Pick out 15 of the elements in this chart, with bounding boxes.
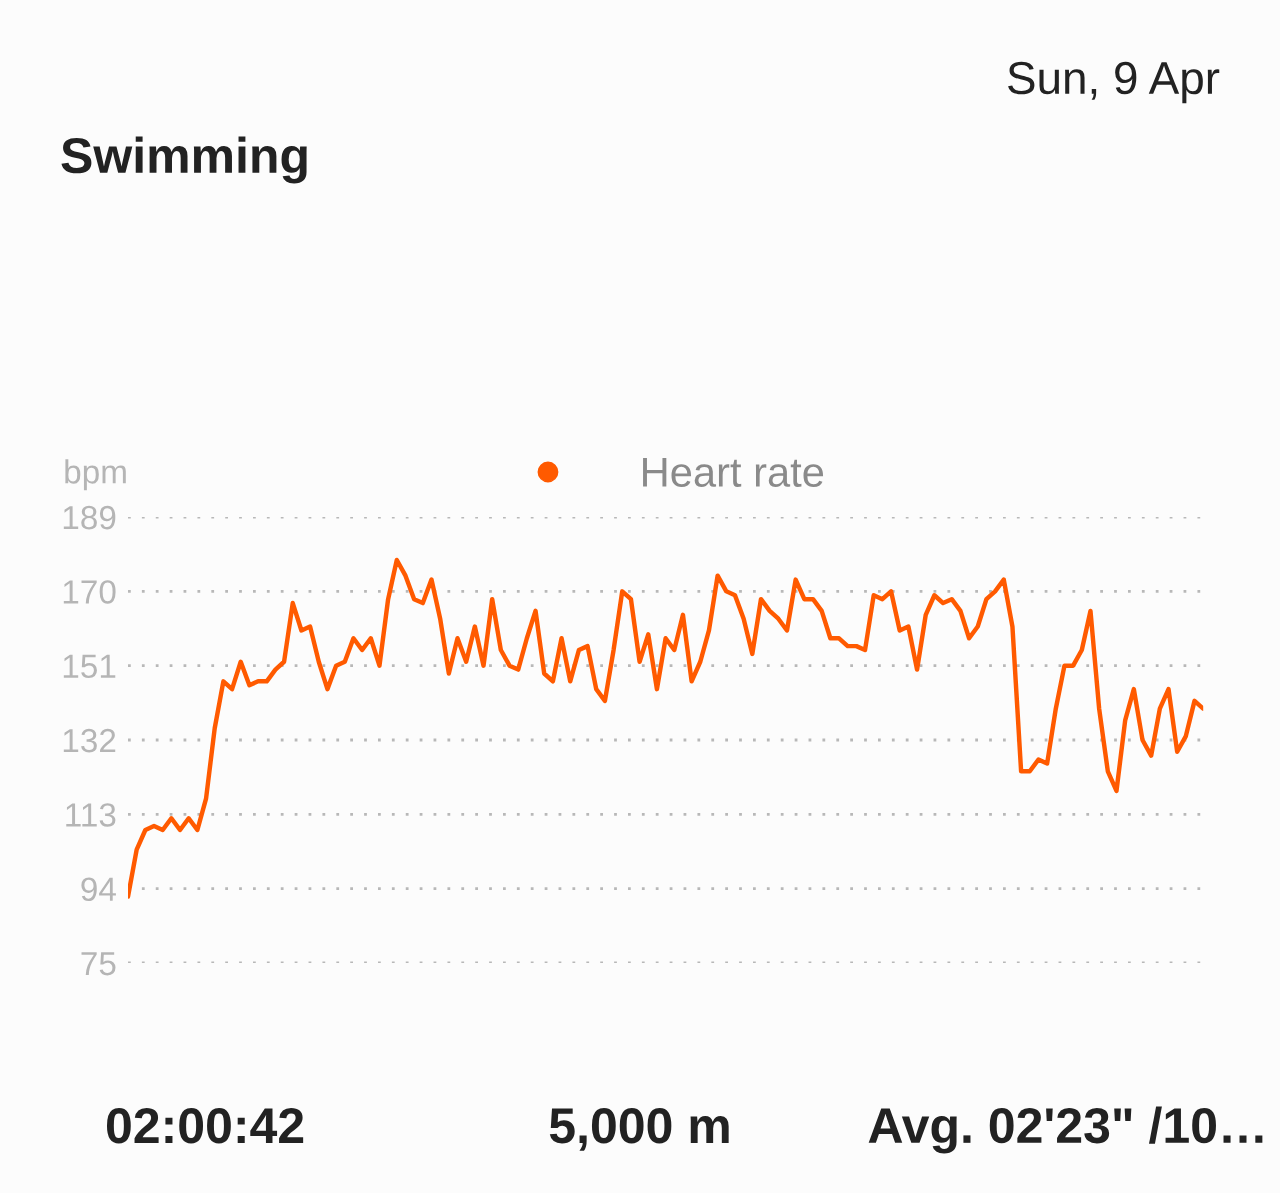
y-tick-label: 75 [81,952,116,976]
text: 02:00:42 [106,1108,304,1144]
y-tick-label: 113 [66,803,116,827]
text: Sun, 9 Apr [1008,61,1220,104]
legend-label: Heart rate [643,457,824,487]
text: Avg. 02'23" /10… [868,1106,1263,1154]
y-tick-label: 94 [81,877,116,902]
text: 5,000 m [549,1108,729,1151]
y-tick-label: 132 [63,728,116,753]
y-tick-label: 151 [63,654,116,679]
y-tick-label: 189 [63,505,116,530]
chart-title: Swimming [61,136,307,184]
y-tick-label: 170 [63,580,116,604]
y-axis-title: bpm [65,459,126,491]
line-series [128,557,1204,899]
